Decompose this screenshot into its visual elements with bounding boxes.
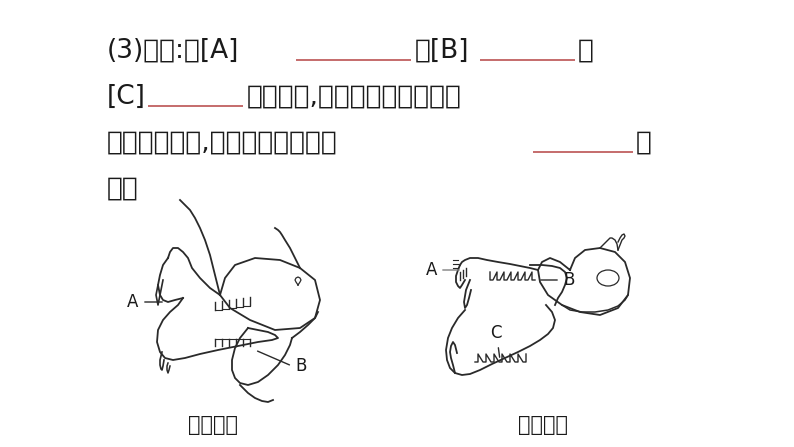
Text: A: A xyxy=(126,293,138,311)
Text: 、[B]: 、[B] xyxy=(415,38,469,64)
Text: 等的分化,既提高了哺乳动物摄: 等的分化,既提高了哺乳动物摄 xyxy=(247,84,462,110)
Text: [C]: [C] xyxy=(107,84,146,110)
Text: 能: 能 xyxy=(636,130,652,156)
Text: 兔的牙齿: 兔的牙齿 xyxy=(188,415,238,435)
Text: 取食物的能力,也增强了对食物的: 取食物的能力,也增强了对食物的 xyxy=(107,130,337,156)
Text: 力。: 力。 xyxy=(107,176,139,202)
Text: (3)牙齿:有[A]: (3)牙齿:有[A] xyxy=(107,38,239,64)
Text: C: C xyxy=(490,324,502,342)
Text: 和: 和 xyxy=(578,38,594,64)
Text: B: B xyxy=(295,357,306,375)
Text: 狼的牙齿: 狼的牙齿 xyxy=(518,415,568,435)
Text: B: B xyxy=(563,271,574,289)
Text: A: A xyxy=(426,261,437,279)
